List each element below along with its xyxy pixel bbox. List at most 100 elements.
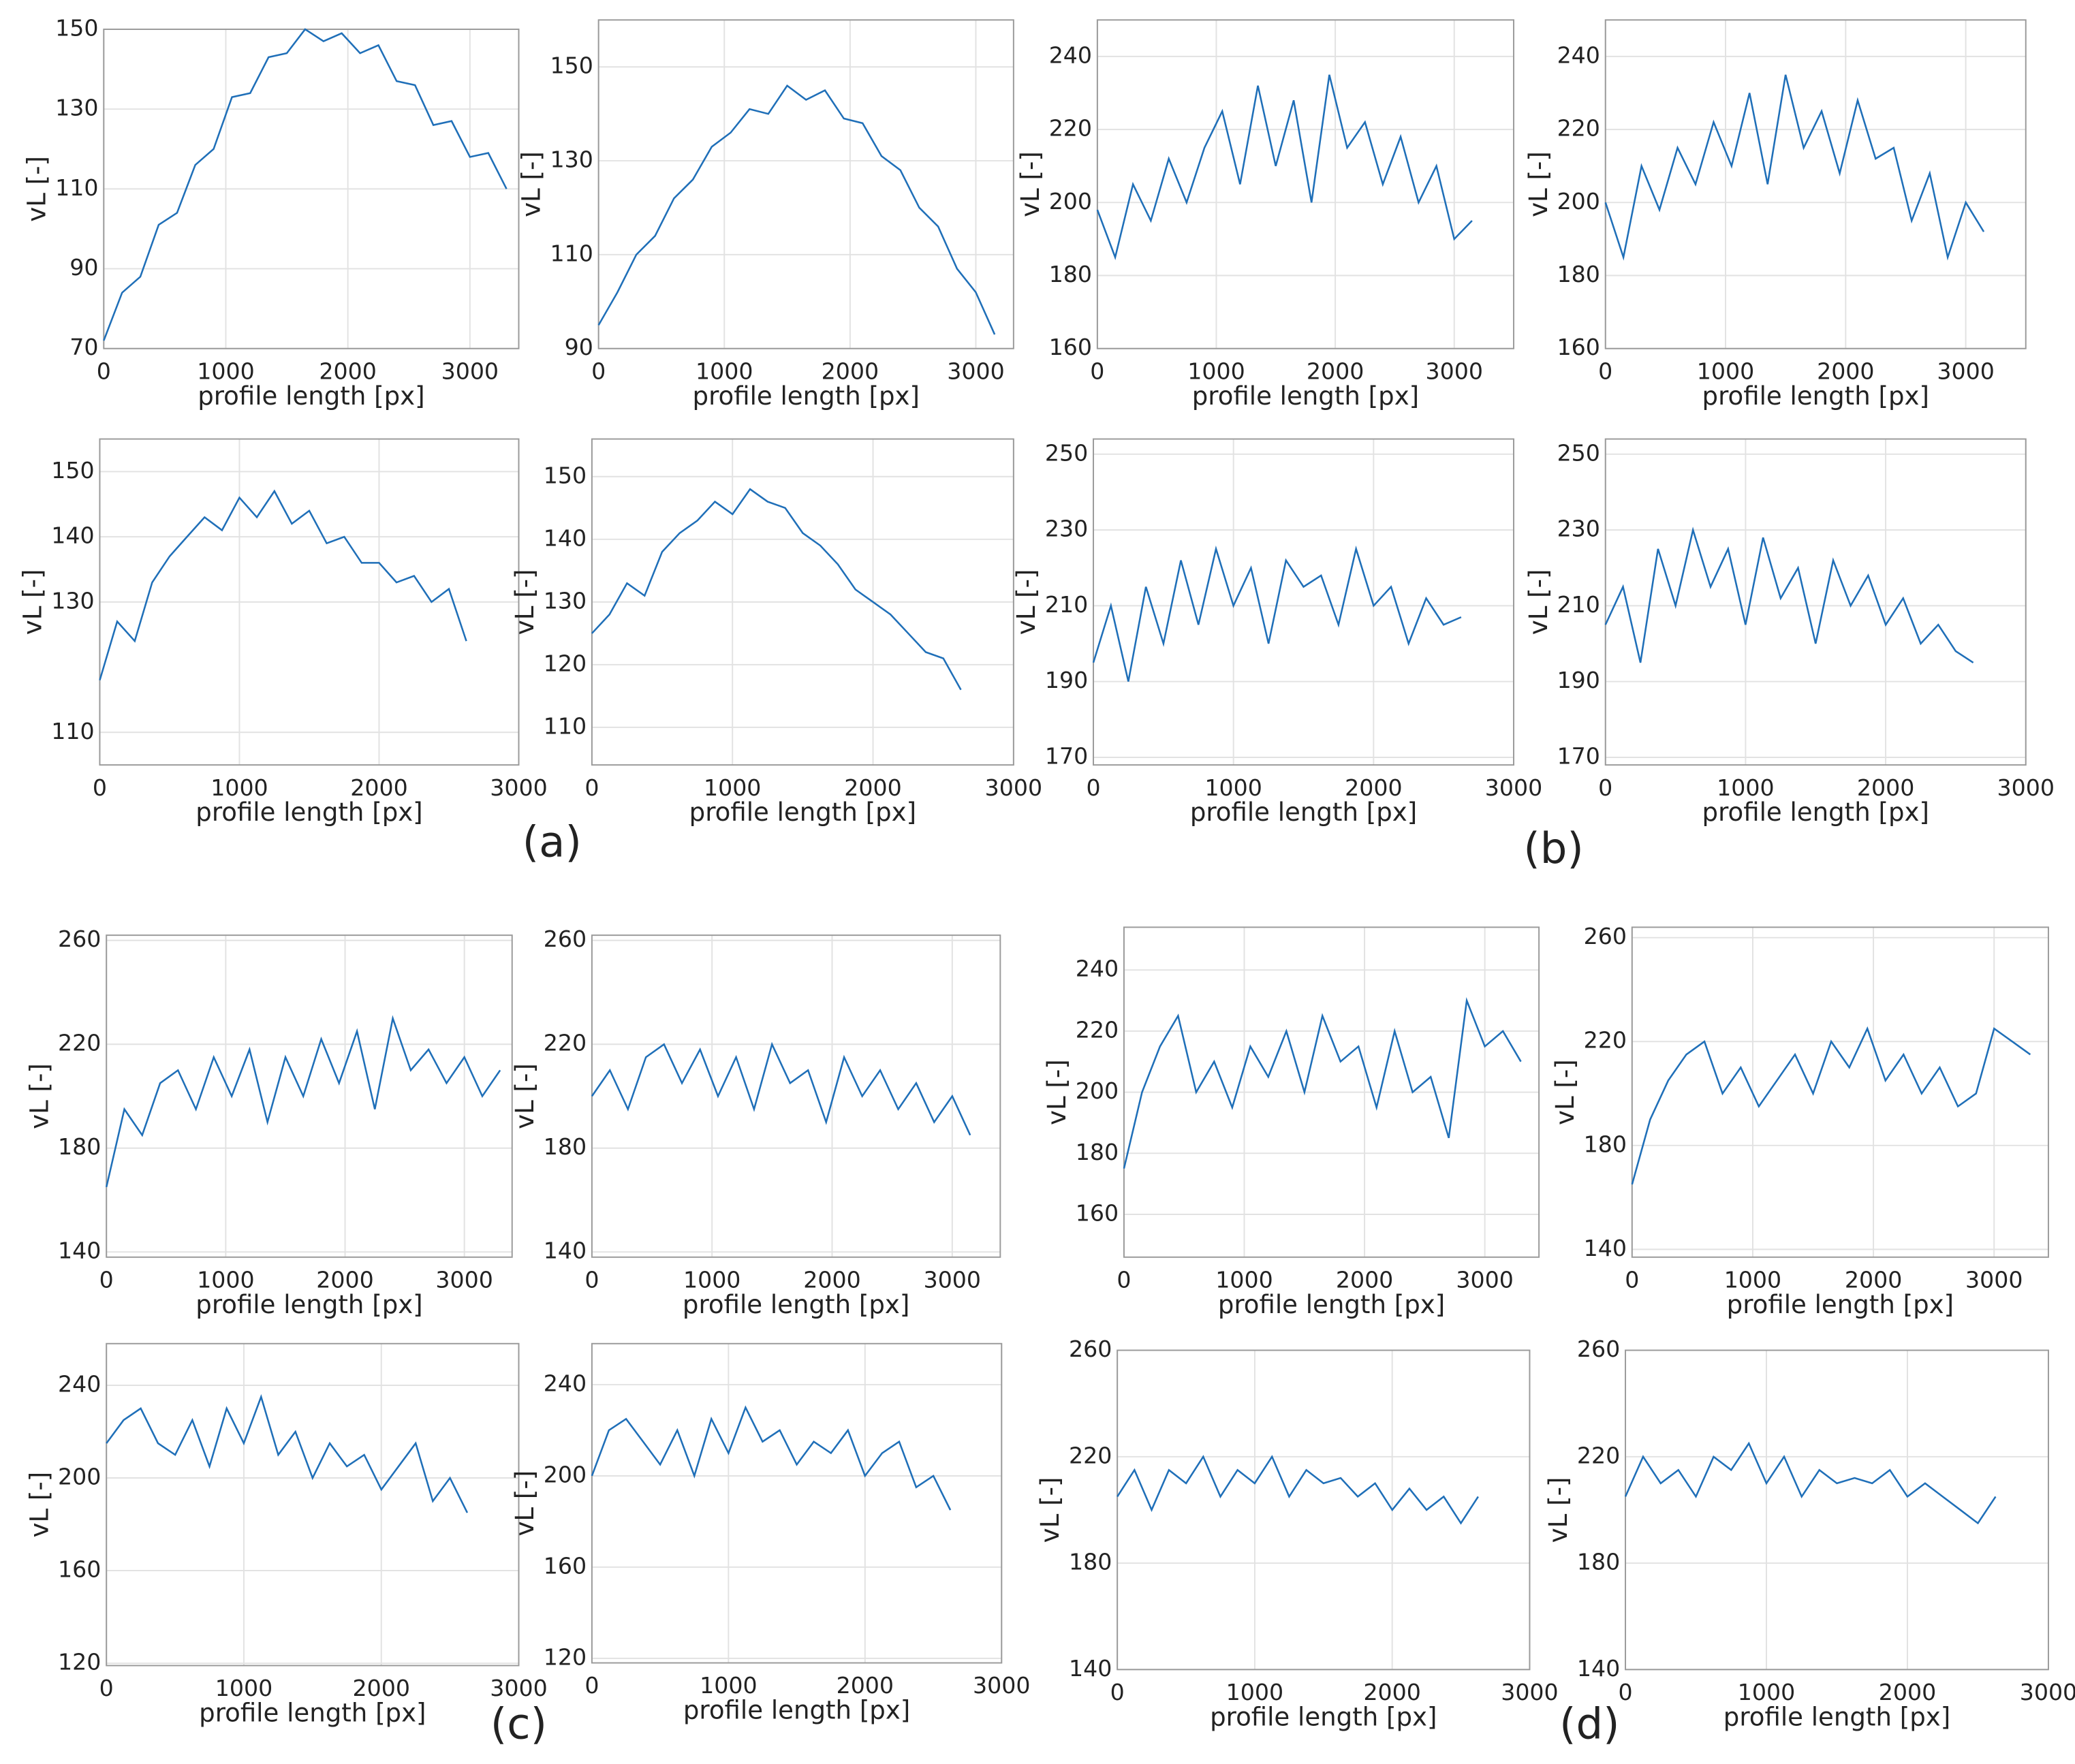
x-tick-label: 3000 — [1485, 774, 1542, 801]
plot-frame — [1093, 438, 1514, 766]
y-axis-label: vL [-] — [1524, 569, 1553, 635]
x-tick-label: 0 — [1090, 358, 1104, 384]
x-tick-label: 2000 — [837, 1672, 894, 1699]
x-tick-label: 1000 — [1226, 1679, 1283, 1705]
plot-area — [1093, 439, 1514, 766]
x-tick-label: 2000 — [1307, 358, 1364, 384]
y-tick-label: 180 — [58, 1133, 101, 1160]
y-tick-label: 90 — [565, 334, 593, 360]
data-line — [99, 489, 467, 681]
x-tick-label: 1000 — [1724, 1266, 1781, 1293]
y-tick-label: 120 — [544, 1643, 587, 1670]
y-tick-label: 240 — [1557, 42, 1600, 68]
plot-frame — [1096, 19, 1514, 349]
data-line — [597, 84, 996, 335]
plot-frame — [106, 1342, 520, 1667]
y-tick-label: 110 — [55, 174, 98, 201]
y-axis-label: vL [-] — [1524, 151, 1553, 217]
x-tick-label: 2000 — [1857, 774, 1914, 801]
plot-frame — [1604, 19, 2027, 349]
y-tick-label: 200 — [544, 1461, 587, 1487]
y-tick-label: 250 — [1557, 439, 1600, 466]
x-tick-label: 1000 — [1738, 1679, 1795, 1705]
y-axis-label: vL [-] — [1035, 1477, 1065, 1543]
plot-frame — [1123, 926, 1540, 1258]
y-tick-label: 220 — [1069, 1442, 1112, 1468]
y-tick-label: 240 — [58, 1370, 101, 1397]
x-tick-label: 3000 — [435, 1266, 493, 1293]
data-line — [591, 1405, 952, 1511]
y-tick-label: 120 — [544, 650, 587, 676]
y-axis-label: vL [-] — [22, 156, 51, 222]
x-tick-label: 2000 — [1336, 1266, 1393, 1293]
x-tick-label: 0 — [93, 774, 107, 801]
data-line — [1604, 526, 1974, 663]
chart: 0 1000 2000 3000 170 190 210 230 250 profile leng… — [1524, 438, 2055, 827]
y-tick-label: 140 — [1577, 1655, 1620, 1682]
chart: 0 1000 2000 3000 110 120 130 140 150 profile leng… — [510, 438, 1042, 827]
data-line — [1092, 546, 1462, 682]
y-tick-label: 170 — [1045, 742, 1088, 769]
y-tick-label: 260 — [544, 926, 587, 952]
y-tick-label: 230 — [1557, 516, 1600, 542]
x-tick-label: 3000 — [1501, 1679, 1558, 1705]
chart: 0 1000 2000 3000 160 180 200 220 240 profile leng… — [1042, 926, 1540, 1319]
panel-label: (b) — [1523, 823, 1583, 873]
chart: 0 1000 2000 3000 110 130 140 150 profile length … — [18, 438, 548, 827]
y-tick-label: 220 — [58, 1030, 101, 1056]
x-tick-label: 1000 — [197, 1266, 254, 1293]
y-tick-label: 120 — [58, 1649, 101, 1675]
x-axis-label: profile length [px] — [1702, 798, 1929, 827]
plot-frame — [1117, 1349, 1531, 1671]
x-tick-label: 0 — [97, 358, 111, 384]
y-tick-label: 180 — [1076, 1139, 1119, 1165]
plot-frame — [597, 19, 1014, 349]
plot-area — [1625, 1350, 2048, 1670]
y-tick-label: 180 — [1584, 1131, 1627, 1157]
data-line — [1631, 1026, 2031, 1185]
y-tick-label: 200 — [1557, 188, 1600, 215]
y-tick-label: 140 — [51, 522, 94, 549]
y-tick-label: 110 — [544, 712, 587, 739]
x-tick-label: 2000 — [350, 774, 407, 801]
data-line — [1604, 74, 1985, 261]
data-line — [591, 488, 962, 691]
y-axis-label: vL [-] — [1544, 1477, 1573, 1543]
y-tick-label: 180 — [1557, 261, 1600, 287]
x-tick-label: 3000 — [1425, 358, 1482, 384]
x-tick-label: 1000 — [696, 358, 753, 384]
y-tick-label: 240 — [1049, 42, 1092, 68]
y-tick-label: 160 — [58, 1556, 101, 1583]
x-tick-label: 3000 — [1456, 1266, 1513, 1293]
x-tick-label: 1000 — [1215, 1266, 1273, 1293]
plot-area — [1605, 20, 2026, 349]
y-tick-label: 220 — [1577, 1442, 1620, 1468]
y-tick-label: 200 — [1049, 188, 1092, 215]
y-axis-label: vL [-] — [517, 151, 546, 217]
y-axis-label: vL [-] — [25, 1063, 54, 1129]
y-tick-label: 180 — [1577, 1549, 1620, 1575]
x-tick-label: 3000 — [490, 774, 547, 801]
x-tick-label: 0 — [1117, 1266, 1131, 1293]
chart: 0 1000 2000 3000 160 180 200 220 240 profile leng… — [1524, 19, 2027, 411]
y-tick-label: 130 — [51, 587, 94, 614]
plot-frame — [1631, 926, 2049, 1258]
x-tick-label: 0 — [1086, 774, 1100, 801]
data-line — [1123, 996, 1522, 1169]
y-axis-label: vL [-] — [510, 1470, 540, 1537]
y-tick-label: 220 — [544, 1030, 587, 1056]
y-tick-label: 160 — [544, 1552, 587, 1579]
x-tick-label: 2000 — [844, 774, 901, 801]
y-tick-label: 220 — [1076, 1016, 1119, 1043]
x-tick-label: 2000 — [1817, 358, 1874, 384]
data-line — [105, 1015, 501, 1188]
y-tick-label: 150 — [550, 52, 593, 79]
plot-frame — [591, 1342, 1003, 1664]
plot-frame — [106, 934, 513, 1258]
chart: 0 1000 2000 3000 140 180 220 260 profile length … — [25, 926, 513, 1319]
panel-label: (c) — [490, 1699, 547, 1748]
x-axis-label: profile length [px] — [1210, 1702, 1437, 1731]
plot-area — [1117, 1350, 1530, 1670]
x-tick-label: 3000 — [1997, 774, 2055, 801]
x-axis-label: profile length [px] — [1727, 1290, 1954, 1319]
